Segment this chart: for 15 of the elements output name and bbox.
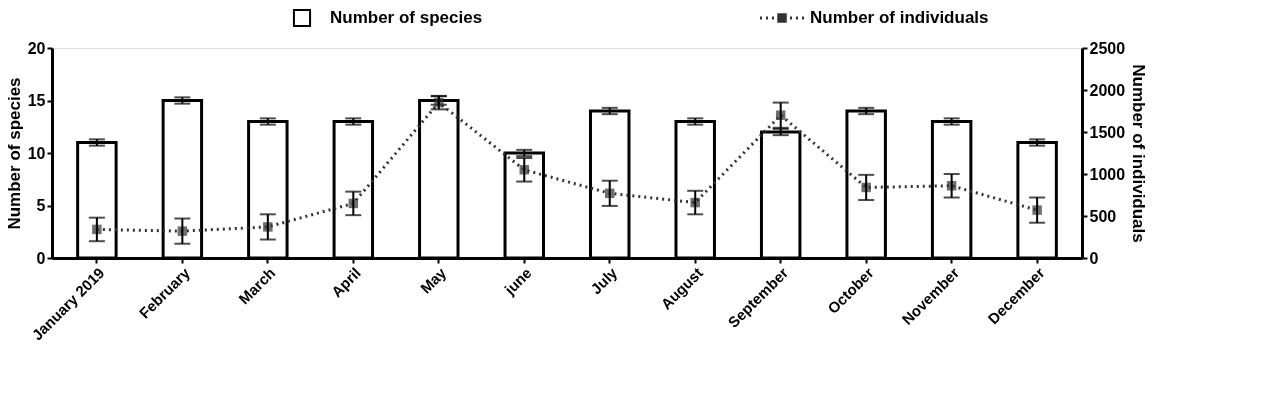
y2-tick-label: 2500 [1089,39,1126,57]
y2-tick-label: 1500 [1089,123,1126,141]
y2-tick-label: 500 [1089,207,1117,225]
y2-tick-label: 0 [1089,249,1099,267]
legend-label: Number of species [330,8,483,27]
legend-label: Number of individuals [810,8,989,27]
y2-axis-title: Number of individuals [1129,64,1149,243]
y-axis-title: Number of species [4,77,24,230]
y-tick-label: 5 [36,197,46,214]
y-tick-label: 20 [27,39,46,57]
y2-tick-label: 1000 [1089,165,1126,183]
y-tick-label: 10 [27,144,46,162]
y-tick-label: 15 [27,92,46,109]
y-tick-label: 0 [36,249,46,267]
y2-tick-label: 2000 [1089,81,1126,99]
